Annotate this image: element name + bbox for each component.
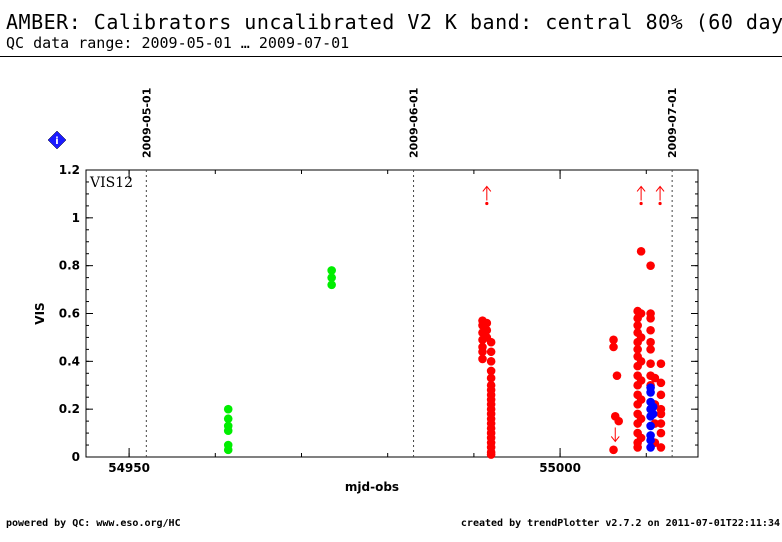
data-point: [646, 388, 655, 397]
x-tick-label: 55000: [539, 461, 581, 475]
y-tick-label: 0: [72, 450, 80, 464]
plot-frame: [85, 169, 699, 458]
data-point: [636, 414, 646, 424]
y-tick-label: 0.6: [59, 307, 80, 321]
limit-arrow-up-head: [636, 185, 646, 192]
data-point: [482, 318, 492, 328]
data-point: [636, 376, 646, 385]
data-point: [656, 390, 666, 400]
date-marker-label: 2009-05-01: [140, 88, 153, 158]
y-tick-label: 1.2: [59, 163, 80, 177]
data-point: [646, 443, 655, 452]
x-tick-label: 54950: [108, 461, 150, 475]
data-point: [636, 333, 646, 342]
data-point: [486, 450, 496, 459]
data-point: [486, 347, 496, 357]
data-point: [609, 335, 618, 345]
data-point: [636, 309, 646, 318]
data-point: [648, 409, 658, 419]
data-point: [656, 443, 666, 452]
data-point: [223, 404, 233, 414]
data-point: [486, 373, 496, 383]
y-tick-label: 0.4: [59, 354, 80, 368]
data-point: [612, 371, 622, 380]
data-point: [650, 373, 660, 383]
data-point: [486, 366, 496, 376]
data-point: [223, 445, 233, 455]
data-point: [223, 414, 233, 424]
data-point: [656, 428, 666, 438]
data-point: [478, 347, 487, 357]
data-point: [646, 359, 655, 369]
data-point: [636, 357, 646, 366]
data-point: [646, 325, 655, 335]
info-diamond-glyph: i: [55, 136, 58, 147]
data-point: [327, 266, 336, 275]
chart-title: AMBER: Calibrators uncalibrated V2 K ban…: [6, 10, 782, 34]
limit-arrow-down-head: [610, 436, 620, 443]
panel-label: VIS12: [89, 175, 133, 191]
data-point: [633, 321, 642, 330]
limit-arrow-up-head: [655, 185, 665, 192]
data-point: [646, 313, 655, 323]
data-point: [646, 435, 655, 445]
info-diamond-icon: [47, 130, 67, 150]
data-point: [636, 433, 646, 443]
data-point: [633, 443, 642, 452]
data-point: [646, 337, 655, 347]
data-point: [646, 261, 655, 270]
data-point: [646, 345, 655, 354]
arrow-base-dot: [485, 201, 489, 206]
data-point: [633, 345, 642, 354]
data-point: [478, 354, 487, 364]
arrow-base-dot: [658, 201, 662, 206]
data-point: [656, 378, 666, 388]
y-axis-title: VIS: [33, 302, 47, 324]
x-axis-title: mjd-obs: [345, 480, 399, 494]
y-tick-label: 1: [72, 211, 80, 225]
arrow-base-dot: [639, 201, 643, 206]
data-point: [609, 342, 618, 352]
footer-powered-by: powered by QC: www.eso.org/HC: [6, 518, 181, 529]
data-point: [648, 402, 658, 412]
data-point: [656, 359, 666, 369]
data-point: [656, 409, 666, 419]
y-tick-label: 0.2: [59, 402, 80, 416]
header-divider: [0, 56, 782, 57]
data-point: [486, 337, 496, 347]
data-point: [327, 273, 336, 282]
data-point: [223, 426, 233, 435]
data-point: [486, 357, 496, 366]
data-point: [636, 247, 646, 256]
data-point: [614, 416, 623, 426]
date-marker-label: 2009-06-01: [408, 88, 421, 158]
data-point: [482, 325, 492, 335]
date-marker-label: 2009-07-01: [666, 88, 679, 158]
chart-subtitle: QC data range: 2009-05-01 … 2009-07-01: [6, 34, 350, 52]
footer-created-by: created by trendPlotter v2.7.2 on 2011-0…: [460, 518, 780, 529]
data-point: [656, 419, 666, 428]
data-point: [646, 421, 655, 431]
data-point: [636, 395, 646, 404]
limit-arrow-up-head: [482, 185, 492, 192]
y-tick-label: 0.8: [59, 259, 80, 273]
data-point: [327, 280, 336, 290]
data-point: [609, 445, 618, 455]
